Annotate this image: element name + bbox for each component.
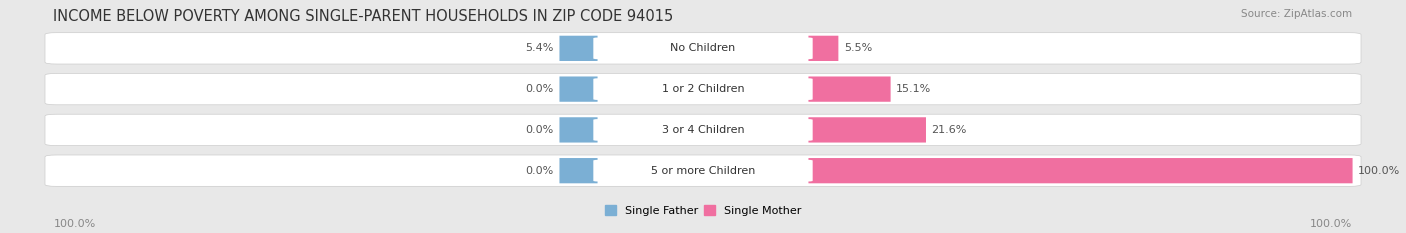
FancyBboxPatch shape: [808, 76, 890, 102]
Text: 0.0%: 0.0%: [526, 125, 554, 135]
FancyBboxPatch shape: [560, 117, 598, 143]
FancyBboxPatch shape: [593, 119, 813, 141]
Text: 5 or more Children: 5 or more Children: [651, 166, 755, 176]
Text: 21.6%: 21.6%: [932, 125, 967, 135]
FancyBboxPatch shape: [560, 158, 598, 183]
Text: No Children: No Children: [671, 43, 735, 53]
FancyBboxPatch shape: [45, 73, 1361, 105]
FancyBboxPatch shape: [593, 78, 813, 100]
FancyBboxPatch shape: [808, 117, 927, 143]
Text: 3 or 4 Children: 3 or 4 Children: [662, 125, 744, 135]
FancyBboxPatch shape: [45, 114, 1361, 146]
FancyBboxPatch shape: [45, 155, 1361, 186]
Legend: Single Father, Single Mother: Single Father, Single Mother: [605, 205, 801, 216]
FancyBboxPatch shape: [560, 76, 598, 102]
Text: Source: ZipAtlas.com: Source: ZipAtlas.com: [1241, 9, 1353, 19]
Text: 100.0%: 100.0%: [1310, 219, 1353, 229]
FancyBboxPatch shape: [593, 38, 813, 59]
FancyBboxPatch shape: [808, 36, 838, 61]
Text: 0.0%: 0.0%: [526, 166, 554, 176]
Text: INCOME BELOW POVERTY AMONG SINGLE-PARENT HOUSEHOLDS IN ZIP CODE 94015: INCOME BELOW POVERTY AMONG SINGLE-PARENT…: [53, 9, 673, 24]
FancyBboxPatch shape: [593, 160, 813, 182]
FancyBboxPatch shape: [45, 33, 1361, 64]
Text: 5.4%: 5.4%: [526, 43, 554, 53]
Text: 5.5%: 5.5%: [844, 43, 872, 53]
Text: 100.0%: 100.0%: [1358, 166, 1400, 176]
Text: 100.0%: 100.0%: [53, 219, 96, 229]
FancyBboxPatch shape: [560, 36, 598, 61]
Text: 1 or 2 Children: 1 or 2 Children: [662, 84, 744, 94]
FancyBboxPatch shape: [808, 158, 1353, 183]
Text: 15.1%: 15.1%: [896, 84, 932, 94]
Text: 0.0%: 0.0%: [526, 84, 554, 94]
